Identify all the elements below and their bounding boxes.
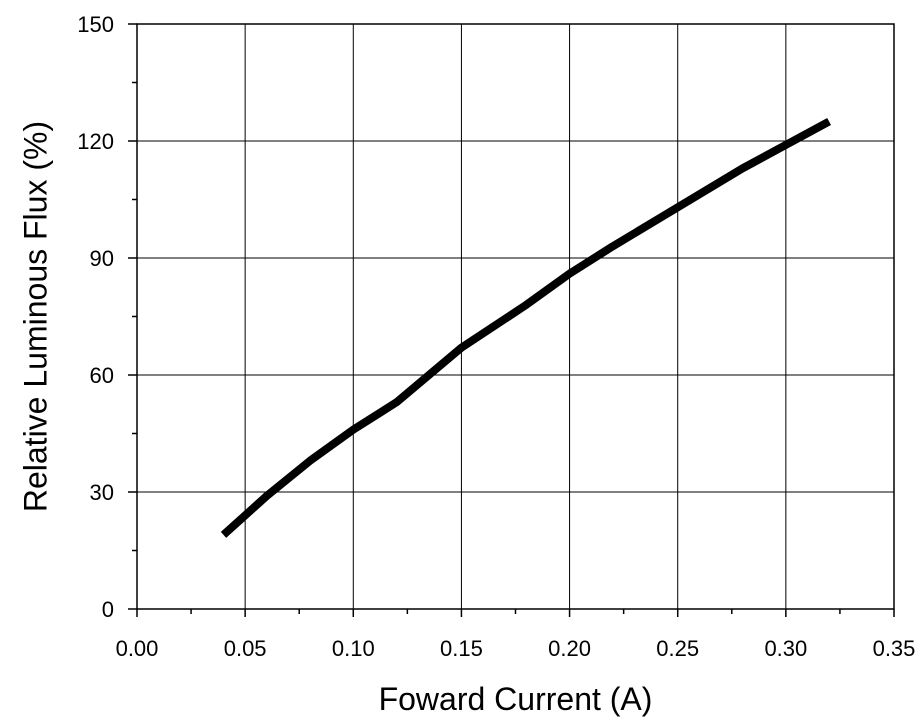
grid <box>137 24 894 609</box>
x-tick-label: 0.35 <box>873 636 916 661</box>
y-tick-labels: 0 30 60 90 120 150 <box>77 12 114 622</box>
x-tick-label: 0.30 <box>764 636 807 661</box>
series-layer <box>220 117 832 538</box>
x-tick-label: 0.10 <box>332 636 375 661</box>
x-tick-label: 0.05 <box>224 636 267 661</box>
y-axis-title: Relative Luminous Flux (%) <box>17 121 53 512</box>
x-tick-label: 0.15 <box>440 636 483 661</box>
plot-frame <box>136 23 895 610</box>
x-axis-title: Foward Current (A) <box>379 681 653 717</box>
y-tick-label: 150 <box>77 12 114 37</box>
x-tick-label: 0.25 <box>656 636 699 661</box>
series-line <box>220 117 832 538</box>
x-tick-label: 0.20 <box>548 636 591 661</box>
axis-ticks <box>128 23 895 617</box>
y-tick-label: 90 <box>90 246 114 271</box>
y-tick-label: 120 <box>77 129 114 154</box>
y-tick-label: 0 <box>102 597 114 622</box>
y-tick-label: 60 <box>90 363 114 388</box>
x-tick-label: 0.00 <box>116 636 159 661</box>
x-tick-labels: 0.00 0.05 0.10 0.15 0.20 0.25 0.30 0.35 <box>116 636 916 661</box>
y-tick-label: 30 <box>90 480 114 505</box>
